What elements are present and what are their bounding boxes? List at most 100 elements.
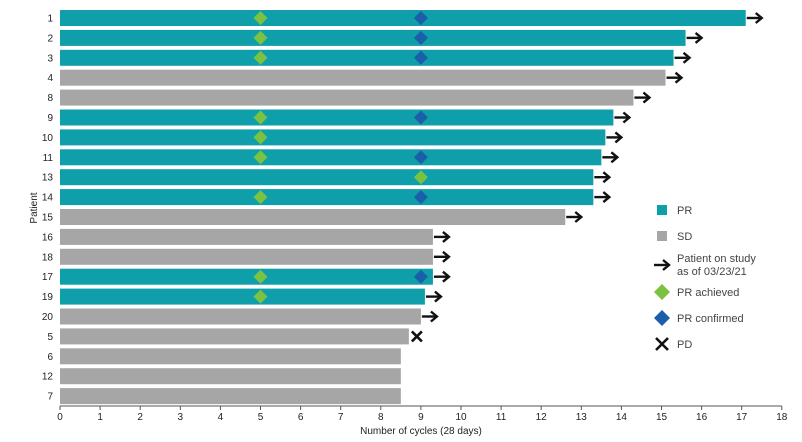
on-study-arrow-17-head <box>442 270 451 283</box>
y-tick-label: 9 <box>47 113 53 124</box>
on-study-arrow-9 <box>614 111 632 124</box>
on-study-arrow-8-head <box>642 91 652 104</box>
y-tick-label: 1 <box>47 14 53 25</box>
y-axis-title: Patient <box>29 192 40 223</box>
on-study-arrow-20 <box>421 310 439 323</box>
legend-on-study-label: Patient on study <box>677 253 756 265</box>
y-tick-label: 11 <box>43 153 54 164</box>
legend-on-study-swatch <box>654 259 671 271</box>
y-tick-label: 4 <box>47 73 53 84</box>
bar-patient-12 <box>60 368 401 385</box>
on-study-arrow-10 <box>606 131 624 144</box>
legend-pr-achieved-swatch <box>654 284 670 300</box>
bar-patient-2 <box>60 29 686 46</box>
bar-patient-4 <box>60 69 666 86</box>
x-tick-label: 8 <box>378 412 384 423</box>
y-tick-label: 10 <box>42 133 54 144</box>
bar-patient-5 <box>60 328 409 345</box>
y-tick-label: 20 <box>42 312 54 323</box>
on-study-arrow-3-head <box>682 51 692 64</box>
x-tick-label: 0 <box>57 412 63 423</box>
on-study-arrow-11-head <box>610 151 620 164</box>
on-study-arrow-17 <box>433 270 451 283</box>
bar-patient-9 <box>60 109 614 126</box>
y-tick-label: 16 <box>42 232 54 243</box>
on-study-arrow-20-head <box>430 310 439 323</box>
pr-achieved-marker-14 <box>253 190 268 205</box>
bar-patient-19 <box>60 288 425 305</box>
on-study-arrow-4-head <box>674 71 684 84</box>
on-study-arrow-9-head <box>622 111 632 124</box>
legend-on-study-swatch-head <box>662 259 671 271</box>
pr-achieved-marker-1 <box>253 11 268 25</box>
pr-achieved-marker-10 <box>253 130 268 145</box>
legend-pd-label: PD <box>677 339 692 351</box>
on-study-arrow-4 <box>666 71 684 84</box>
pr-achieved-marker-2 <box>253 30 268 45</box>
bar-patient-14 <box>60 189 594 206</box>
bars-layer <box>60 10 746 405</box>
bar-patient-6 <box>60 348 401 365</box>
x-tick-label: 14 <box>616 412 628 423</box>
legend-sd-label: SD <box>677 231 692 243</box>
legend-pd-swatch <box>655 337 669 351</box>
on-study-arrow-16-head <box>442 230 451 243</box>
x-tick-label: 5 <box>258 412 264 423</box>
pr-confirmed-marker-9 <box>413 110 428 125</box>
pr-confirmed-marker-1 <box>413 11 428 25</box>
pr-confirmed-marker-17 <box>413 269 428 284</box>
on-study-arrow-14 <box>594 191 612 204</box>
y-tick-label: 6 <box>47 352 53 363</box>
y-tick-label: 15 <box>42 213 54 224</box>
bar-patient-13 <box>60 169 594 186</box>
on-study-arrow-15-head <box>574 211 584 223</box>
pr-achieved-marker-3 <box>253 50 268 65</box>
legend-pr-label: PR <box>677 205 692 217</box>
x-tick-label: 12 <box>536 412 548 423</box>
on-study-arrow-16 <box>433 230 451 243</box>
x-tick-label: 7 <box>338 412 344 423</box>
on-study-arrow-3 <box>674 51 692 64</box>
legend-pr-confirmed-label: PR confirmed <box>677 313 744 325</box>
pr-achieved-marker-17 <box>253 269 268 284</box>
pr-confirmed-marker-14 <box>413 190 428 205</box>
y-tick-label: 7 <box>47 392 53 403</box>
legend-sd-swatch <box>657 231 667 241</box>
x-tick-label: 18 <box>776 412 788 423</box>
on-study-arrow-2 <box>686 31 704 44</box>
bar-patient-18 <box>60 248 433 265</box>
legend-pr-achieved-label: PR achieved <box>677 287 739 299</box>
x-tick-label: 9 <box>418 412 424 423</box>
x-axis: 0 1 2 3 4 5 6 7 8 9 10 11 12 13 14 15 16 17 18 <box>57 405 788 423</box>
x-tick-label: 17 <box>736 412 748 423</box>
pr-confirmed-marker-3 <box>413 50 428 65</box>
legend-pr-swatch <box>657 205 667 215</box>
bar-patient-15 <box>60 209 566 225</box>
on-study-arrow-1-head <box>754 12 764 24</box>
bar-patient-16 <box>60 228 433 245</box>
on-study-arrow-10-head <box>614 131 624 144</box>
on-study-arrow-19-head <box>434 290 443 303</box>
on-study-arrow-11 <box>602 151 620 164</box>
bar-patient-10 <box>60 129 606 146</box>
on-study-arrow-15 <box>566 211 584 223</box>
y-tick-label: 5 <box>47 332 53 343</box>
pr-achieved-marker-13 <box>413 170 428 185</box>
y-tick-label: 2 <box>47 33 53 44</box>
x-tick-label: 10 <box>455 412 467 423</box>
y-tick-label: 13 <box>42 173 54 184</box>
y-tick-label: 14 <box>42 193 54 204</box>
x-tick-label: 15 <box>656 412 668 423</box>
bar-patient-11 <box>60 149 602 166</box>
bar-patient-1 <box>60 10 746 26</box>
pr-achieved-marker-19 <box>253 289 268 304</box>
pr-achieved-marker-9 <box>253 110 268 125</box>
legend-pd-swatch-stroke-b <box>655 337 669 351</box>
on-study-arrow-1 <box>746 12 764 24</box>
y-tick-label: 8 <box>47 93 53 104</box>
x-tick-label: 16 <box>696 412 708 423</box>
x-tick-label: 6 <box>298 412 304 423</box>
